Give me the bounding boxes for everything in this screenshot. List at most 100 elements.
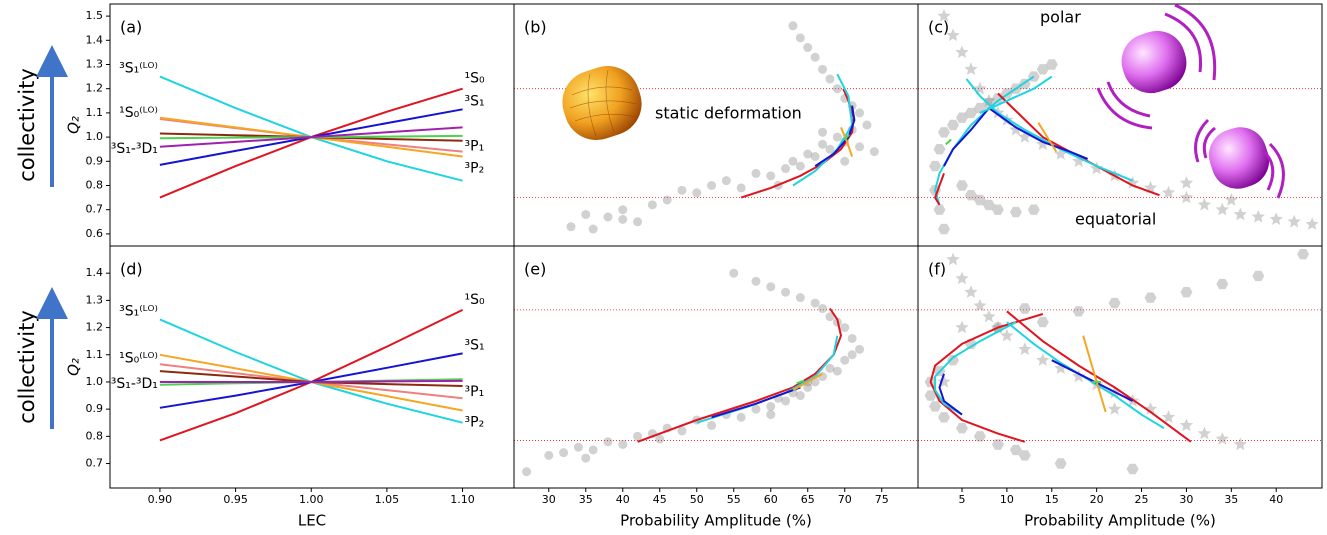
curve xyxy=(814,105,856,167)
star-point xyxy=(1090,161,1104,175)
point xyxy=(736,183,746,193)
curve xyxy=(1051,359,1134,402)
series-label: ³S₁ xyxy=(465,93,485,109)
star-point xyxy=(1161,185,1176,199)
point xyxy=(781,396,791,406)
point xyxy=(692,188,702,198)
star-point xyxy=(1054,361,1068,374)
hexagon-point xyxy=(956,112,968,123)
series-label: ³P₁ xyxy=(465,384,485,400)
point xyxy=(766,282,776,292)
curve xyxy=(1006,321,1165,430)
series-label: ³S₁ xyxy=(465,337,485,353)
x-axis-title: LEC xyxy=(298,512,326,530)
y-tick-label: 1.4 xyxy=(86,266,104,279)
x-tick-label: 35 xyxy=(579,493,593,506)
star-point xyxy=(1287,214,1301,228)
point xyxy=(795,161,805,171)
point xyxy=(603,437,613,447)
x-tick-label: 75 xyxy=(875,493,889,506)
point xyxy=(855,142,865,152)
point xyxy=(588,445,598,455)
star-point xyxy=(1108,402,1122,415)
series-label: ³P₁ xyxy=(465,139,485,155)
point xyxy=(729,268,739,278)
hexagon-point xyxy=(1018,450,1031,461)
point xyxy=(566,222,576,232)
point xyxy=(721,176,731,186)
curve xyxy=(843,134,850,141)
y-tick-label: 1.1 xyxy=(86,348,104,361)
panel xyxy=(159,309,464,442)
x-tick-label: 25 xyxy=(1135,493,1149,506)
point xyxy=(818,304,828,314)
hexagon-point xyxy=(982,199,995,211)
hexagon-point xyxy=(973,431,986,442)
point xyxy=(633,431,643,441)
x-axis-title: Probability Amplitude (%) xyxy=(620,512,812,530)
panel-label: (c) xyxy=(928,18,949,37)
y-tick-label: 1.5 xyxy=(86,9,104,22)
point xyxy=(818,64,828,74)
y-tick-label: 1.4 xyxy=(86,33,104,46)
point xyxy=(573,442,583,452)
point xyxy=(603,212,613,222)
star-point xyxy=(1251,210,1265,223)
y-tick-label: 1.2 xyxy=(86,321,104,334)
hexagon-point xyxy=(1018,303,1031,314)
hexagon-point xyxy=(929,401,942,412)
hexagon-point xyxy=(991,204,1004,215)
x-tick-label: 70 xyxy=(838,493,852,506)
star-point xyxy=(955,45,969,59)
hexagon-point xyxy=(1252,270,1265,282)
hexagon-point xyxy=(924,390,937,401)
point xyxy=(869,147,879,157)
star-point xyxy=(973,298,987,312)
point xyxy=(707,420,717,430)
star-point xyxy=(964,285,978,298)
point xyxy=(781,164,791,174)
point xyxy=(618,214,628,224)
row-label: collectivity xyxy=(15,310,39,424)
star-point xyxy=(946,28,960,42)
annotation: static deformation xyxy=(655,104,802,123)
panel-label: (a) xyxy=(120,18,142,37)
x-tick-label: 10 xyxy=(1000,493,1014,506)
x-tick-label: 1.05 xyxy=(375,493,400,506)
curve xyxy=(159,126,463,148)
point xyxy=(751,168,761,178)
point xyxy=(825,144,835,154)
star-point xyxy=(1197,197,1211,211)
point xyxy=(810,52,820,62)
point xyxy=(847,333,857,343)
star-point xyxy=(1179,190,1194,204)
plot-layer: collectivity collectivity ³S₁⁽ᴸᴼ⁾ ¹S₀ ³S₁ ¹S₀… xyxy=(15,3,1323,530)
point xyxy=(803,382,813,392)
curve xyxy=(159,318,463,424)
y-tick-label: 0.8 xyxy=(86,429,104,442)
hexagon-point xyxy=(973,194,986,206)
point xyxy=(810,298,820,308)
y-tick-label: 0.9 xyxy=(86,154,104,167)
point xyxy=(766,171,776,181)
point xyxy=(795,293,805,303)
star-point xyxy=(1305,217,1319,230)
x-tick-label: 55 xyxy=(727,493,741,506)
star-point xyxy=(1233,207,1247,221)
x-tick-label: 20 xyxy=(1090,493,1104,506)
star-point xyxy=(1036,137,1050,150)
hexagon-point xyxy=(947,119,959,131)
x-tick-label: 0.90 xyxy=(148,493,173,506)
y-tick-label: 0.8 xyxy=(86,179,104,192)
point xyxy=(633,217,643,227)
point xyxy=(618,205,628,215)
curve xyxy=(938,373,963,416)
series-label: ¹S₀ xyxy=(465,292,485,308)
curve xyxy=(933,173,945,206)
series-label: ³S₁⁽ᴸᴼ⁾ xyxy=(119,303,158,319)
point xyxy=(832,84,842,94)
hexagon-point xyxy=(1054,458,1067,469)
y-tick-label: 0.7 xyxy=(86,203,104,216)
point xyxy=(862,120,872,130)
hexagon-point xyxy=(1072,306,1085,317)
